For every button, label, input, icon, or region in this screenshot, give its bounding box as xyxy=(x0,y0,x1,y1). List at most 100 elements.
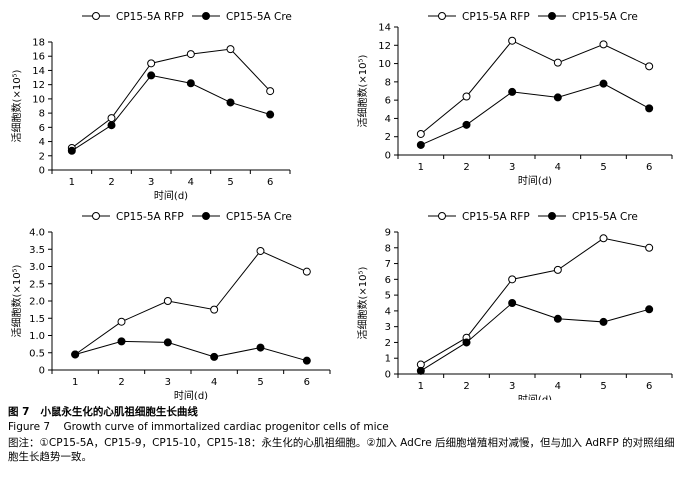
legend-marker-filled xyxy=(202,212,210,220)
y-tick-label: 0 xyxy=(385,370,391,381)
y-tick-label: 3 xyxy=(385,322,391,333)
data-point-open xyxy=(117,317,126,326)
y-tick-label: 0 xyxy=(39,166,45,177)
series-line-1 xyxy=(420,237,650,365)
legend-label: CP15-5A Cre xyxy=(572,211,638,223)
y-tick-label: 0 xyxy=(385,151,391,162)
data-point-filled xyxy=(71,350,80,359)
data-point-filled xyxy=(67,146,76,155)
data-point-open xyxy=(147,59,156,68)
data-point-open xyxy=(508,36,517,45)
y-tick-label: 6 xyxy=(385,96,391,107)
figure-label-en: Figure 7 xyxy=(8,421,51,433)
legend: CP15-5A RFP CP15-5A Cre xyxy=(428,11,638,23)
figure-title-en: Growth curve of immortalized cardiac pro… xyxy=(63,421,389,433)
data-point-open xyxy=(226,45,235,54)
x-tick-label: 5 xyxy=(227,177,233,188)
y-axis-label: 活细胞数(×10⁵) xyxy=(10,264,23,337)
legend-marker-filled xyxy=(202,12,210,20)
data-point-filled xyxy=(163,338,172,347)
y-tick-label: 7 xyxy=(385,259,391,270)
data-point-open xyxy=(599,40,608,49)
legend-marker-open xyxy=(92,12,100,20)
x-tick-label: 1 xyxy=(69,177,75,188)
legend-marker-open xyxy=(438,12,446,20)
x-tick-label: 2 xyxy=(463,162,469,173)
data-point-filled xyxy=(416,366,425,375)
series-line-2 xyxy=(420,83,650,146)
x-tick-label: 5 xyxy=(600,381,606,392)
data-point-open xyxy=(553,58,562,67)
y-tick-label: 3.0 xyxy=(29,262,45,273)
y-tick-label: 2.5 xyxy=(29,279,45,290)
data-point-open xyxy=(186,50,195,59)
legend: CP15-5A RFP CP15-5A Cre xyxy=(82,211,292,223)
x-tick-label: 3 xyxy=(148,177,154,188)
data-point-filled xyxy=(553,314,562,323)
x-tick-label: 6 xyxy=(267,177,273,188)
y-tick-label: 10 xyxy=(32,94,45,105)
y-tick-label: 14 xyxy=(32,66,45,77)
x-tick-label: 4 xyxy=(211,377,217,388)
x-tick-label: 1 xyxy=(72,377,78,388)
y-tick-label: 4 xyxy=(39,137,45,148)
y-axis-label: 活细胞数(×10⁵) xyxy=(356,54,369,127)
x-tick-label: 4 xyxy=(555,162,561,173)
data-point-filled xyxy=(117,337,126,346)
data-point-filled xyxy=(107,121,116,130)
y-tick-label: 18 xyxy=(32,38,45,49)
chart-panel-4: 0 1 2 3 4 5 6 7 8 9 1 2 3 4 5 6 时间(d) 活细胞数(×10⁵) CP15-5A R… xyxy=(356,211,673,400)
data-point-filled xyxy=(508,299,517,307)
data-point-filled xyxy=(599,317,608,326)
series-line-1 xyxy=(420,40,650,135)
x-tick-label: 6 xyxy=(646,162,652,173)
figure-caption-zh: 图 7 小鼠永生化的心肌祖细胞生长曲线 xyxy=(8,405,680,419)
legend-marker-open xyxy=(438,212,446,220)
data-point-open xyxy=(266,87,275,96)
legend-marker-filled xyxy=(548,12,556,20)
y-tick-label: 5 xyxy=(385,291,391,302)
data-point-filled xyxy=(416,140,425,149)
x-axis-label: 时间(d) xyxy=(154,189,188,202)
y-tick-label: 4.0 xyxy=(29,228,45,239)
data-point-open xyxy=(645,243,654,252)
data-point-filled xyxy=(210,352,219,361)
data-point-filled xyxy=(266,110,275,119)
data-point-open xyxy=(210,305,219,314)
y-tick-label: 4 xyxy=(385,306,391,317)
legend-label: CP15-5A RFP xyxy=(116,211,184,223)
figure-label: 图 7 xyxy=(8,406,30,418)
y-tick-label: 2.0 xyxy=(29,297,45,308)
y-tick-label: 2 xyxy=(385,338,391,349)
x-tick-label: 1 xyxy=(418,162,424,173)
y-tick-label: 8 xyxy=(385,243,391,254)
y-tick-label: 2 xyxy=(385,132,391,143)
figure-title-zh: 小鼠永生化的心肌祖细胞生长曲线 xyxy=(40,406,198,418)
y-axis-label: 活细胞数(×10⁵) xyxy=(10,69,23,142)
series-line-2 xyxy=(71,74,271,152)
x-tick-label: 4 xyxy=(188,177,194,188)
y-tick-label: 0.5 xyxy=(29,348,45,359)
x-tick-label: 2 xyxy=(118,377,124,388)
data-point-filled xyxy=(226,98,235,107)
x-tick-label: 5 xyxy=(600,162,606,173)
y-axis-label: 活细胞数(×10⁵) xyxy=(356,266,369,339)
legend-label: CP15-5A Cre xyxy=(572,11,638,23)
data-point-filled xyxy=(462,120,471,129)
legend: CP15-5A RFP CP15-5A Cre xyxy=(82,11,292,23)
legend-marker-filled xyxy=(548,212,556,220)
figure-caption-en: Figure 7 Growth curve of immortalized ca… xyxy=(8,420,680,434)
data-point-open xyxy=(462,92,471,101)
data-point-filled xyxy=(599,79,608,88)
x-tick-label: 1 xyxy=(418,381,424,392)
data-point-filled xyxy=(462,338,471,347)
x-tick-label: 6 xyxy=(304,377,310,388)
legend-marker-open xyxy=(92,212,100,220)
x-tick-label: 3 xyxy=(509,381,515,392)
x-tick-label: 4 xyxy=(555,381,561,392)
x-axis-label: 时间(d) xyxy=(518,174,552,187)
x-tick-label: 3 xyxy=(165,377,171,388)
